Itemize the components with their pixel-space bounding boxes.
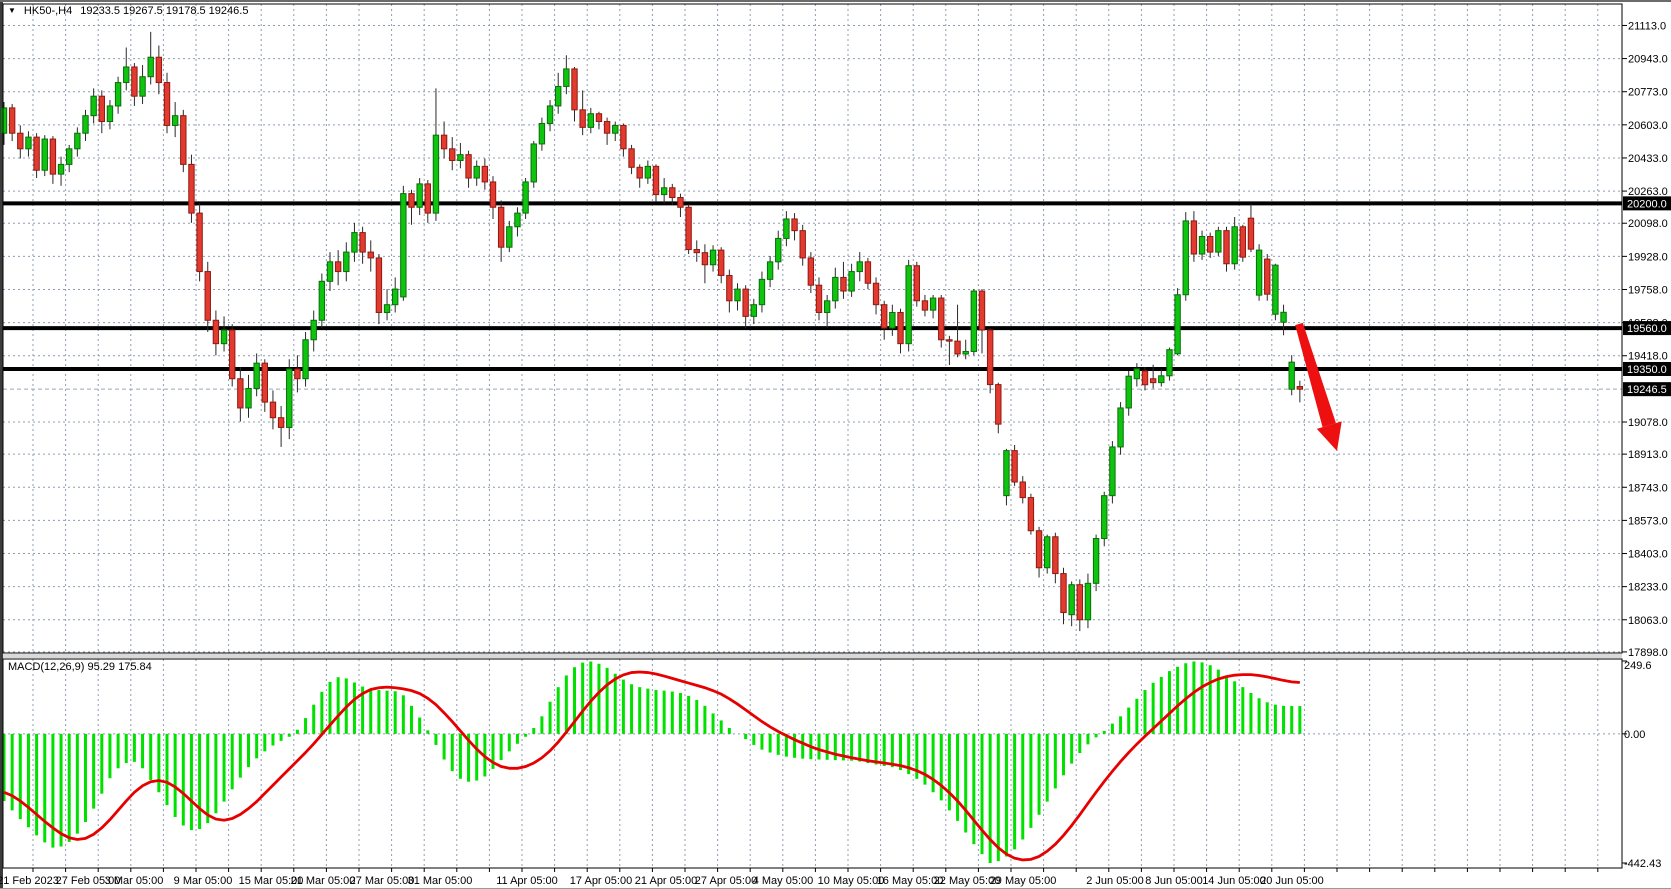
macd-indicator-label: MACD(12,26,9) 95.29 175.84 (8, 661, 152, 673)
window-frame-edge (0, 2, 3, 888)
time-axis-label: 11 Apr 05:00 (496, 875, 558, 887)
down-arrow-annotation[interactable] (1295, 322, 1342, 451)
price-tick-label: 17898.0 (1628, 647, 1668, 659)
time-axis-label: 16 May 05:00 (877, 875, 944, 887)
price-tick-label: 18233.0 (1628, 582, 1668, 594)
price-label-chip: 19560.0 (1623, 321, 1671, 336)
time-axis-label: 9 Mar 05:00 (174, 875, 233, 887)
macd-tick-label: 0.00 (1624, 729, 1645, 741)
price-tick-label: 19078.0 (1628, 417, 1668, 429)
candles-layer (0, 31, 1304, 632)
price-tick-label: 19418.0 (1628, 351, 1668, 363)
price-tick-label: 18063.0 (1628, 615, 1668, 627)
price-tick-label: 19758.0 (1628, 284, 1668, 296)
time-axis-label: 31 Mar 05:00 (408, 875, 473, 887)
macd-name: MACD(12,26,9) (8, 661, 85, 673)
price-tick-label: 18913.0 (1628, 449, 1668, 461)
macd-tick-label: -442.43 (1624, 858, 1661, 870)
time-axis-label: 10 May 05:00 (818, 875, 885, 887)
macd-axis[interactable]: 249.6 0.00 -442.43 (1622, 660, 1661, 870)
macd-signal-line (3, 670, 1300, 862)
time-axis-label: 27 Feb 05:00 (56, 875, 121, 887)
horizontal-level-lines[interactable] (3, 201, 1622, 371)
svg-text:20200.0: 20200.0 (1627, 198, 1667, 210)
symbol-dropdown-icon[interactable]: ▼ (8, 5, 16, 15)
svg-text:19560.0: 19560.0 (1627, 323, 1667, 335)
price-tick-label: 20943.0 (1628, 54, 1668, 66)
price-tick-label: 18403.0 (1628, 549, 1668, 561)
time-axis-label: 2 Jun 05:00 (1086, 875, 1144, 887)
time-axis-label: 21 Feb 2023 (0, 875, 59, 887)
time-axis-label: 22 May 05:00 (934, 875, 1001, 887)
price-axis[interactable]: 21113.0 20943.0 20773.0 20603.0 20433.0 20263… (1622, 20, 1671, 659)
price-tick-label: 21113.0 (1628, 20, 1666, 32)
time-axis-label: 21 Apr 05:00 (635, 875, 697, 887)
price-label-chip: 20200.0 (1623, 196, 1671, 211)
svg-text:19350.0: 19350.0 (1627, 364, 1667, 376)
price-tick-label: 20773.0 (1628, 87, 1668, 99)
time-axis-label: 29 May 05:00 (990, 875, 1057, 887)
macd-signal-value: 175.84 (118, 661, 152, 673)
panel-splitter[interactable] (3, 654, 1622, 658)
price-tick-label: 20603.0 (1628, 120, 1668, 132)
macd-panel-border (2, 658, 1623, 869)
chart-title-bar: ▼ HK50-,H4 19233.5 19267.5 19178.5 19246.5 (8, 5, 248, 17)
price-tick-label: 18573.0 (1628, 515, 1668, 527)
grid-layer (3, 4, 1622, 868)
time-axis-label: 4 May 05:00 (753, 875, 814, 887)
current-price-chip: 19246.5 (1623, 382, 1671, 397)
time-axis-label: 20 Jun 05:00 (1260, 875, 1324, 887)
price-label-chip: 19350.0 (1623, 361, 1671, 376)
svg-text:19246.5: 19246.5 (1627, 384, 1667, 396)
time-axis-label: 27 Apr 05:00 (695, 875, 757, 887)
time-axis-label: 15 Mar 05:00 (239, 875, 304, 887)
main-panel-border (2, 3, 1623, 654)
time-axis-label: 14 Jun 05:00 (1202, 875, 1266, 887)
time-axis-label: 27 Mar 05:00 (350, 875, 415, 887)
price-tick-label: 20433.0 (1628, 153, 1668, 165)
macd-main-value: 95.29 (87, 661, 116, 673)
price-tick-label: 20263.0 (1628, 186, 1668, 198)
title-ohlc-values: 19233.5 19267.5 19178.5 19246.5 (80, 5, 249, 17)
time-axis-label: 17 Apr 05:00 (570, 875, 632, 887)
price-tick-label: 19928.0 (1628, 251, 1668, 263)
time-axis-label: 8 Jun 05:00 (1145, 875, 1203, 887)
price-tick-label: 20098.0 (1628, 218, 1668, 230)
macd-tick-label: 249.6 (1624, 660, 1652, 672)
time-axis-label: 21 Mar 05:00 (291, 875, 356, 887)
time-axis-label: 3 Mar 05:00 (105, 875, 164, 887)
price-tick-label: 18743.0 (1628, 482, 1668, 494)
symbol-title: HK50-,H4 (23, 5, 73, 17)
macd-histogram (2, 661, 1302, 863)
